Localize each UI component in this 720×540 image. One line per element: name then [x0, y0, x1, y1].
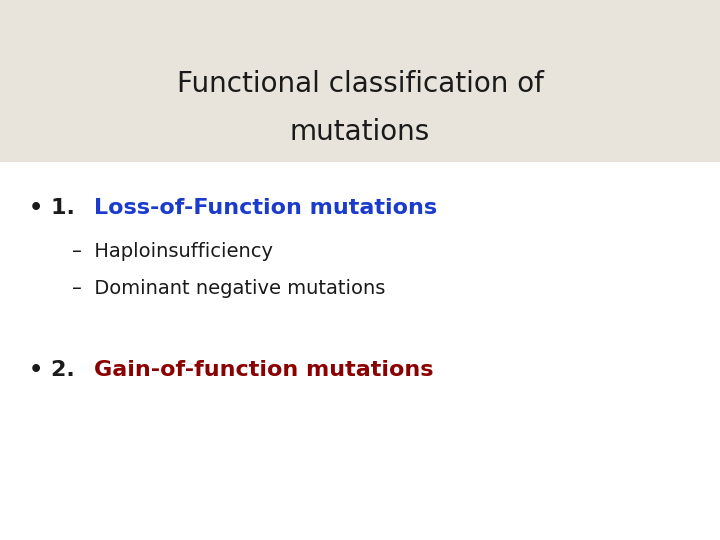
FancyBboxPatch shape — [0, 0, 720, 162]
Text: –  Dominant negative mutations: – Dominant negative mutations — [72, 279, 385, 299]
Text: Loss-of-Function mutations: Loss-of-Function mutations — [94, 198, 437, 218]
Text: Gain-of-function mutations: Gain-of-function mutations — [94, 360, 433, 380]
Text: Functional classification of: Functional classification of — [176, 70, 544, 98]
Text: mutations: mutations — [290, 118, 430, 146]
Text: • 2.: • 2. — [29, 360, 82, 380]
Text: • 1.: • 1. — [29, 198, 82, 218]
Text: –  Haploinsufficiency: – Haploinsufficiency — [72, 241, 273, 261]
